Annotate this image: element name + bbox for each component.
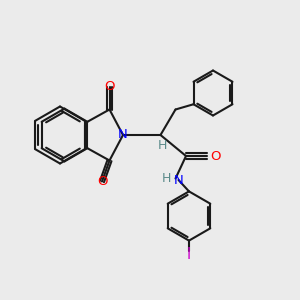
Text: H: H: [162, 172, 171, 185]
Text: N: N: [174, 173, 183, 187]
Text: N: N: [118, 128, 128, 142]
Text: H: H: [157, 139, 167, 152]
Text: O: O: [104, 80, 115, 94]
Text: O: O: [97, 175, 107, 188]
Text: I: I: [187, 247, 191, 262]
Text: O: O: [210, 149, 221, 163]
